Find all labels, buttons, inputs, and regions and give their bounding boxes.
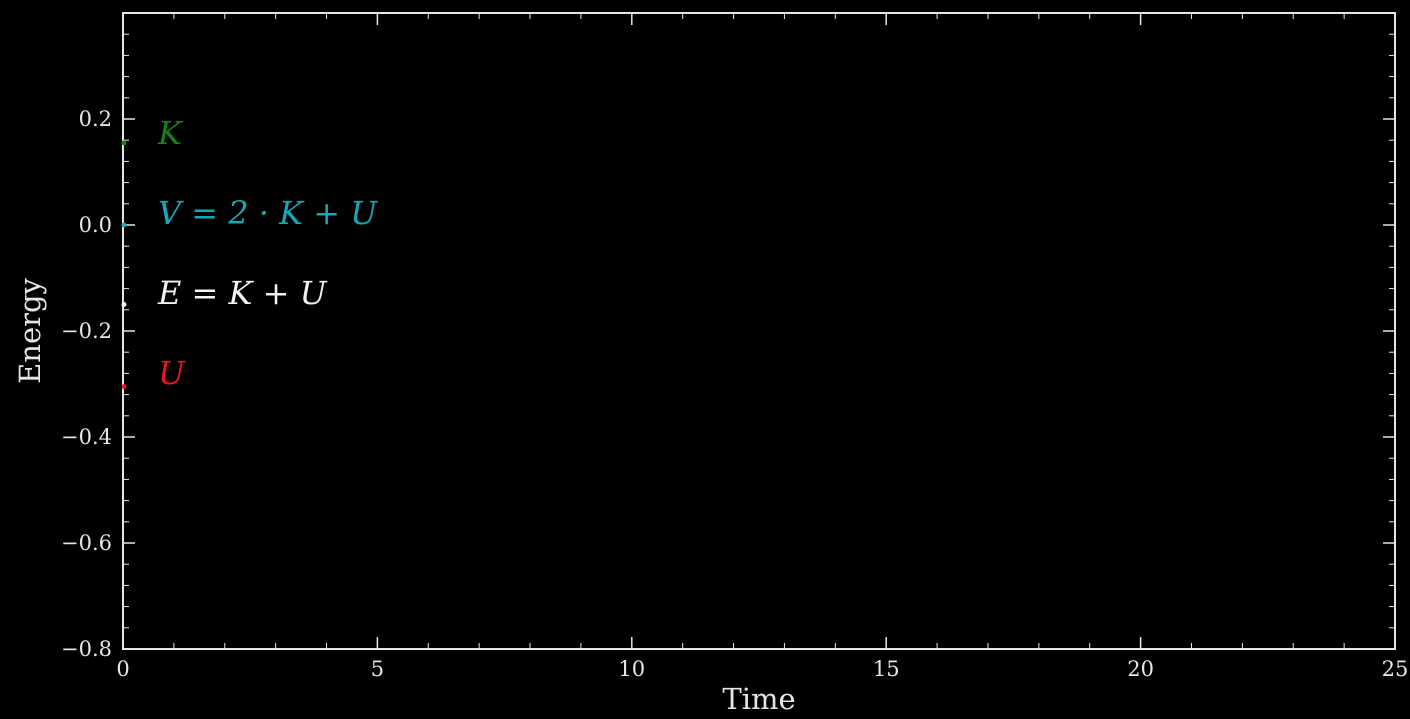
- y-tick-label: −0.4: [61, 425, 112, 449]
- series-marks: [121, 140, 127, 390]
- series-point: [121, 384, 127, 390]
- series-point: [121, 222, 127, 228]
- series-point: [121, 302, 127, 307]
- legend-entry: V = 2 · K + U: [158, 194, 378, 232]
- x-tick-label: 5: [371, 657, 384, 681]
- legend: K V = 2 · K + U E = K + U U: [157, 114, 378, 392]
- axis-ticks: [122, 12, 1396, 650]
- legend-entry: E = K + U: [157, 274, 328, 312]
- y-tick-label: −0.2: [61, 319, 112, 343]
- y-tick-label: 0.2: [79, 107, 112, 131]
- x-tick-label: 0: [116, 657, 129, 681]
- series-point: [121, 140, 127, 146]
- x-axis-label: Time: [722, 682, 795, 716]
- y-tick-label: 0.0: [79, 213, 112, 237]
- x-tick-label: 20: [1127, 657, 1154, 681]
- x-tick-labels: 0 5 10 15 20 25: [116, 657, 1408, 681]
- x-tick-label: 10: [618, 657, 645, 681]
- x-tick-label: 15: [873, 657, 900, 681]
- y-tick-label: −0.6: [61, 531, 112, 555]
- y-axis-label: Energy: [13, 277, 47, 383]
- y-tick-labels: −0.8 −0.6 −0.4 −0.2 0.0 0.2: [61, 107, 112, 661]
- legend-entry: K: [157, 114, 184, 152]
- x-tick-label: 25: [1382, 657, 1409, 681]
- y-tick-label: −0.8: [61, 637, 112, 661]
- plot-frame: [122, 12, 1396, 650]
- legend-entry: U: [158, 354, 186, 392]
